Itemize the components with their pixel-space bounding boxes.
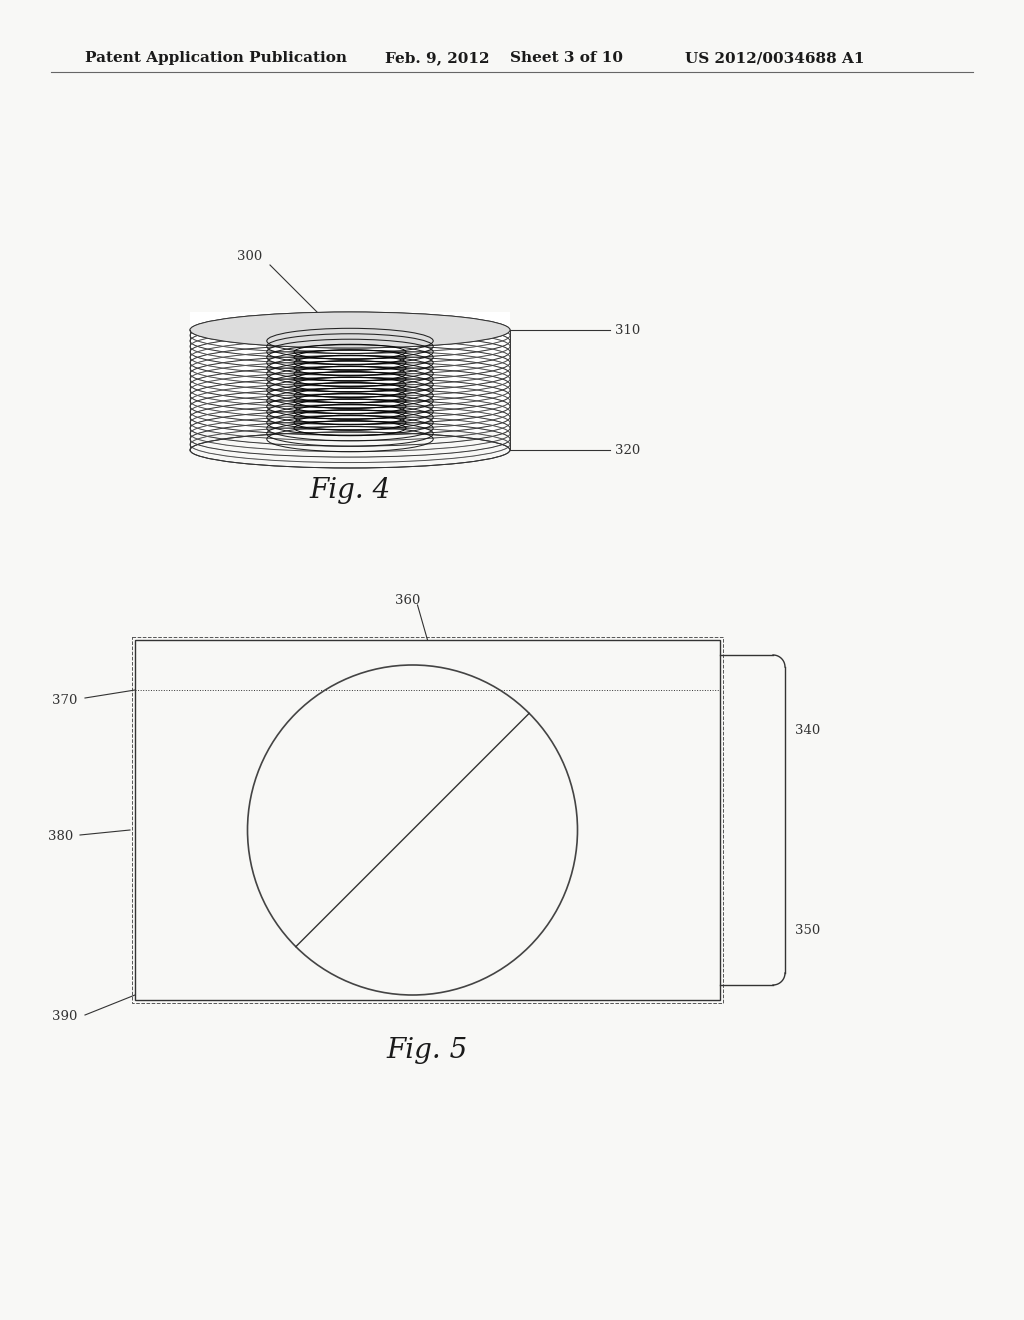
Text: 380: 380 [48, 830, 73, 843]
Bar [132, 638, 723, 1003]
Text: 390: 390 [51, 1011, 77, 1023]
Text: 300: 300 [237, 249, 262, 263]
Text: 310: 310 [615, 323, 640, 337]
Text: Fig. 4: Fig. 4 [309, 477, 390, 503]
Text: 320: 320 [615, 444, 640, 457]
Text: US 2012/0034688 A1: US 2012/0034688 A1 [685, 51, 864, 65]
Ellipse shape [190, 312, 510, 348]
Text: Patent Application Publication: Patent Application Publication [85, 51, 347, 65]
Text: Fig. 5: Fig. 5 [387, 1036, 468, 1064]
Text: 350: 350 [795, 924, 820, 936]
FancyBboxPatch shape [190, 312, 510, 432]
Text: 360: 360 [395, 594, 420, 606]
Bar [135, 640, 720, 1001]
Text: 370: 370 [51, 693, 77, 706]
Text: 340: 340 [795, 723, 820, 737]
Text: Feb. 9, 2012: Feb. 9, 2012 [385, 51, 489, 65]
Text: Sheet 3 of 10: Sheet 3 of 10 [510, 51, 623, 65]
